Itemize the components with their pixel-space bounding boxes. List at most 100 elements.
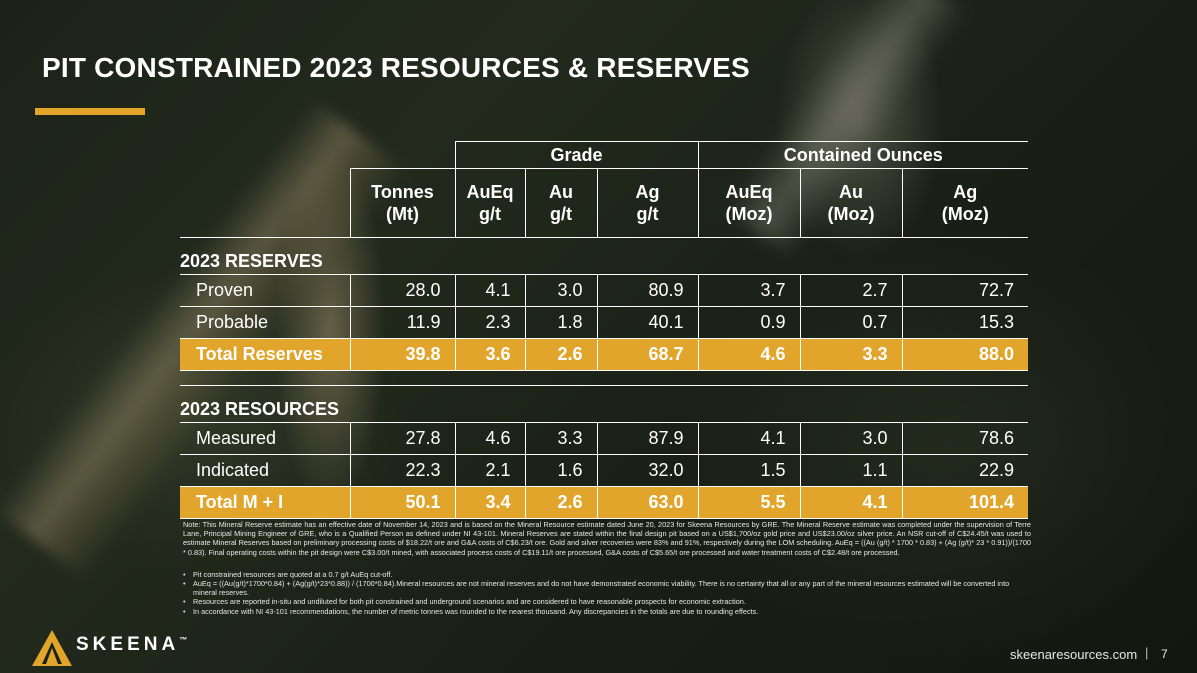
resources-heading: 2023 RESOURCES: [180, 385, 1029, 423]
cell-au-grade: 3.3: [524, 422, 597, 455]
cell-aueq-moz: 4.1: [697, 422, 801, 455]
column-header-line1: AuEq: [466, 182, 514, 202]
note-bullet-text: AuEq = ((Au(g/t)*1700*0.84) + (Ag(g/t)*2…: [193, 579, 1010, 598]
cell-ag-grade: 68.7: [596, 338, 699, 371]
table-row: Probable 11.9 2.3 1.8 40.1 0.9 0.7 15.3: [180, 306, 1029, 339]
cell-tonnes: 27.8: [349, 422, 455, 455]
column-header-au-moz: Au (Moz): [799, 168, 903, 238]
cell-aueq-grade: 3.6: [454, 338, 525, 371]
cell-au-grade: 1.8: [524, 306, 597, 339]
cell-ag-moz: 15.3: [901, 306, 1029, 339]
footer-separator: |: [1145, 645, 1149, 660]
cell-aueq-grade: 4.6: [454, 422, 525, 455]
cell-ag-grade: 63.0: [596, 486, 699, 519]
title-accent-bar: [35, 108, 145, 115]
column-header-line1: Ag: [953, 182, 978, 202]
note-bullet-text: Resources are reported in-situ and undil…: [193, 597, 746, 607]
column-header-line2: (Moz): [827, 204, 875, 224]
cell-tonnes: 11.9: [349, 306, 455, 339]
note-bullet: • Resources are reported in-situ and undi…: [183, 597, 1031, 606]
empty-header-cell: [350, 142, 455, 169]
total-row: Total Reserves 39.8 3.6 2.6 68.7 4.6 3.3…: [180, 338, 1029, 371]
logo-name: SKEENA: [76, 634, 180, 655]
table-row: Proven 28.0 4.1 3.0 80.9 3.7 2.7 72.7: [180, 274, 1029, 307]
cell-ag-moz: 101.4: [901, 486, 1029, 519]
cell-aueq-grade: 2.3: [454, 306, 525, 339]
total-label: Total M + I: [180, 486, 350, 519]
reserves-heading: 2023 RESERVES: [180, 237, 1029, 275]
logo-wordmark: SKEENA™: [76, 634, 187, 656]
cell-au-grade: 2.6: [524, 338, 597, 371]
column-header-ag-moz: Ag (Moz): [901, 168, 1029, 238]
note-bullet-text: In accordance with NI 43-101 recommendat…: [193, 606, 759, 616]
column-header-tonnes: Tonnes (Mt): [349, 168, 455, 238]
section-heading-row: 2023 RESERVES: [180, 237, 1029, 275]
cell-tonnes: 50.1: [349, 486, 455, 519]
cell-au-moz: 1.1: [799, 454, 903, 487]
section-heading-row: 2023 RESOURCES: [180, 385, 1029, 423]
cell-ag-moz: 78.6: [901, 422, 1029, 455]
cell-tonnes: 39.8: [349, 338, 455, 371]
column-header-line2: g/t: [479, 204, 501, 224]
cell-au-moz: 3.0: [799, 422, 903, 455]
column-header-line1: AuEq: [725, 182, 773, 202]
cell-tonnes: 22.3: [349, 454, 455, 487]
column-header-aueq-moz: AuEq (Moz): [697, 168, 801, 238]
cell-au-grade: 2.6: [524, 486, 597, 519]
row-label: Indicated: [180, 454, 350, 487]
column-header-line2: (Mt): [386, 204, 419, 224]
row-label: Proven: [180, 274, 350, 307]
column-header-line2: g/t: [550, 204, 572, 224]
resources-reserves-table: Grade Contained Ounces Tonnes (Mt) AuEq …: [180, 141, 1029, 519]
column-header-line2: (Moz): [941, 204, 989, 224]
row-label: Probable: [180, 306, 350, 339]
grade-group-header: Grade: [454, 141, 699, 169]
bullet-glyph: •: [183, 606, 186, 616]
column-header-aueq-grade: AuEq g/t: [454, 168, 525, 238]
column-header-au-grade: Au g/t: [524, 168, 597, 238]
column-header-line2: g/t: [636, 204, 659, 224]
logo-trademark: ™: [179, 635, 188, 645]
page-number: 7: [1161, 647, 1168, 661]
group-header-row: Grade Contained Ounces: [180, 141, 1029, 169]
contained-ounces-group-header: Contained Ounces: [697, 141, 1029, 169]
cell-aueq-moz: 4.6: [697, 338, 801, 371]
spacer-row: [180, 370, 1029, 386]
column-header-line1: Tonnes: [371, 182, 434, 202]
cell-ag-grade: 80.9: [596, 274, 699, 307]
note-bullet: • In accordance with NI 43-101 recommenda…: [183, 607, 1031, 616]
note-paragraph: Note: This Mineral Reserve estimate has …: [183, 520, 1031, 557]
cell-tonnes: 28.0: [349, 274, 455, 307]
bullet-glyph: •: [183, 579, 186, 589]
cell-au-moz: 4.1: [799, 486, 903, 519]
total-row: Total M + I 50.1 3.4 2.6 63.0 5.5 4.1 10…: [180, 486, 1029, 519]
cell-aueq-grade: 4.1: [454, 274, 525, 307]
note-bullet: • AuEq = ((Au(g/t)*1700*0.84) + (Ag(g/t)*…: [183, 579, 1031, 597]
footnotes: Note: This Mineral Reserve estimate has …: [183, 520, 1031, 616]
empty-header-cell: [180, 142, 350, 169]
cell-aueq-moz: 3.7: [697, 274, 801, 307]
cell-ag-grade: 32.0: [596, 454, 699, 487]
website-url[interactable]: skeenaresources.com: [1010, 647, 1138, 662]
column-header-line1: Ag: [635, 182, 660, 202]
cell-au-moz: 2.7: [799, 274, 903, 307]
cell-aueq-moz: 5.5: [697, 486, 801, 519]
cell-ag-moz: 22.9: [901, 454, 1029, 487]
table-row: Indicated 22.3 2.1 1.6 32.0 1.5 1.1 22.9: [180, 454, 1029, 487]
skeena-logo: SKEENA™: [30, 628, 230, 668]
spacer-cell: [180, 370, 1029, 386]
cell-aueq-moz: 1.5: [697, 454, 801, 487]
total-label: Total Reserves: [180, 338, 350, 371]
bullet-glyph: •: [183, 597, 186, 607]
skeena-logo-icon: [32, 630, 72, 666]
note-bullet-text: Pit constrained resources are quoted at …: [193, 569, 393, 579]
cell-au-moz: 3.3: [799, 338, 903, 371]
cell-au-grade: 3.0: [524, 274, 597, 307]
empty-header-cell: [180, 168, 350, 238]
row-label: Measured: [180, 422, 350, 455]
cell-aueq-moz: 0.9: [697, 306, 801, 339]
slide-title: PIT CONSTRAINED 2023 RESOURCES & RESERVE…: [42, 52, 750, 83]
table-row: Measured 27.8 4.6 3.3 87.9 4.1 3.0 78.6: [180, 422, 1029, 455]
note-bullet-list: • Pit constrained resources are quoted at…: [183, 570, 1031, 616]
column-header-ag-grade: Ag g/t: [596, 168, 699, 238]
